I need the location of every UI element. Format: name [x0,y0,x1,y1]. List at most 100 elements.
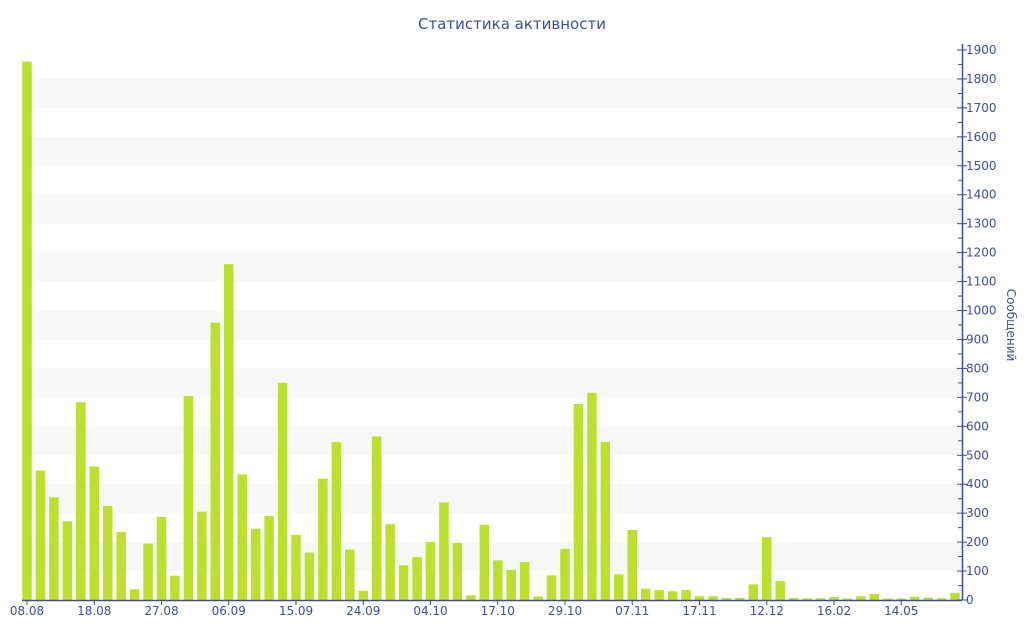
bar [304,552,315,600]
y-tick-label: 200 [966,535,989,549]
bar [318,478,328,600]
bar [614,574,624,600]
bar [425,542,436,600]
y-tick-label: 100 [966,564,989,578]
bar [116,531,126,600]
chart-title: Статистика активности [418,15,606,33]
bar [143,543,153,600]
bar [250,528,261,600]
bar [883,598,893,600]
bar [506,569,516,600]
bar [412,557,422,600]
x-tick-label: 29.10 [548,604,582,618]
x-tick-label: 08.08 [10,604,44,618]
y-tick-label: 1300 [966,217,997,231]
bar [654,590,664,600]
y-tick-label: 1400 [966,188,997,202]
x-tick-label: 17.11 [682,604,716,618]
grid-band [22,426,962,456]
y-tick-label: 1800 [966,72,997,86]
bar [493,560,503,600]
bar [35,470,46,600]
bar [533,596,543,600]
bar [829,597,839,600]
bar [667,591,678,600]
bar [277,382,288,600]
bar [896,598,906,600]
bar [640,588,651,600]
bar [788,597,799,600]
bar [936,598,947,600]
bar [291,534,301,600]
x-tick-label: 24.09 [346,604,380,618]
y-tick-label: 1500 [966,159,997,173]
y-tick-label: 700 [966,390,989,404]
x-tick-label: 06.09 [212,604,246,618]
bar [345,549,355,600]
bar [748,584,759,600]
bar [721,597,732,600]
bar [210,322,221,600]
grid-band [22,368,962,398]
bar [479,524,490,600]
bar [264,516,274,600]
bar [762,537,772,600]
bar [170,575,180,600]
bar [708,596,718,600]
bar [385,524,395,600]
bar [694,596,705,600]
bar [102,505,113,600]
bar [560,548,570,600]
bar [452,542,463,600]
x-tick-label: 17.10 [481,604,515,618]
grid-band [22,252,962,282]
bar [815,598,826,600]
bar [573,404,584,600]
x-tick-label: 27.08 [144,604,178,618]
bar [62,521,73,600]
bar [331,441,342,600]
bar [587,392,597,600]
x-tick-label: 16.02 [817,604,851,618]
y-tick-label: 900 [966,332,989,346]
bar [869,593,880,600]
bar [600,441,611,600]
y-tick-label: 800 [966,361,989,375]
y-tick-label: 1900 [966,43,997,57]
bar [681,590,691,600]
bar [950,592,960,600]
bar [466,595,476,600]
y-tick-label: 0 [966,593,974,607]
bar [129,589,140,600]
bar [627,529,637,600]
bar [183,395,194,600]
bar [842,598,853,600]
y-tick-label: 300 [966,506,989,520]
grid-band [22,136,962,166]
grid-band [22,78,962,108]
y-tick-label: 600 [966,419,989,433]
bar [197,511,207,600]
bar [76,402,86,600]
bar [224,264,234,600]
y-tick-label: 400 [966,477,989,491]
x-tick-label: 04.10 [413,604,447,618]
bar [371,436,382,600]
y-tick-label: 1100 [966,275,997,289]
x-tick-label: 12.12 [750,604,784,618]
y-tick-label: 500 [966,448,989,462]
bar [923,597,933,600]
bar [735,597,745,600]
bar [909,596,920,600]
y-tick-label: 1000 [966,304,997,318]
bar [546,575,557,600]
x-tick-label: 18.08 [77,604,111,618]
bar [237,474,247,600]
bar [439,502,449,600]
bar [398,565,409,600]
y-tick-label: 1600 [966,130,997,144]
x-tick-label: 15.09 [279,604,313,618]
grid-band [22,310,962,340]
bar [89,466,99,600]
